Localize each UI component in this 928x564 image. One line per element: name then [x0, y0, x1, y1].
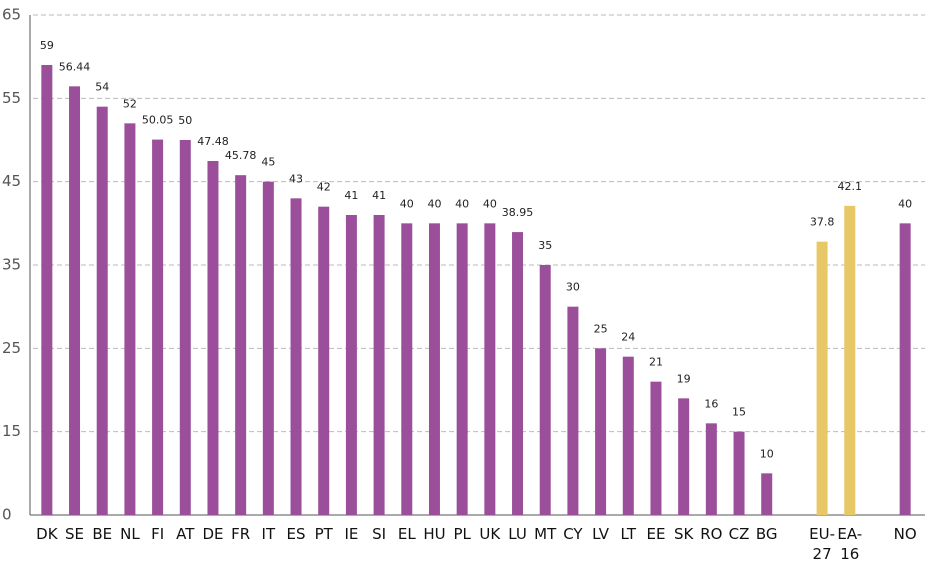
bar [539, 265, 551, 515]
bar [207, 161, 219, 515]
value-label: 42.1 [838, 180, 863, 193]
bar [733, 431, 745, 515]
bar [69, 86, 81, 515]
y-tick-label: 45 [2, 172, 21, 190]
bar [761, 473, 773, 515]
y-tick-label: 55 [2, 89, 21, 107]
value-label: 47.48 [197, 135, 229, 148]
x-tick-label: CZ [728, 525, 750, 543]
x-tick-label: IT [261, 525, 276, 543]
value-label: 59 [40, 39, 54, 52]
x-tick-label: RO [700, 525, 723, 543]
x-tick-label: DE [202, 525, 224, 543]
bar [401, 223, 413, 516]
value-label: 40 [483, 197, 497, 210]
bar [512, 232, 524, 516]
bar [484, 223, 496, 516]
bar [345, 215, 357, 515]
x-tick-label: EL [397, 525, 416, 543]
value-label: 54 [95, 81, 109, 94]
bar [41, 65, 53, 515]
value-label: 50 [178, 114, 192, 127]
x-tick-label: CY [563, 525, 583, 543]
x-tick-label: LT [620, 525, 637, 543]
value-label: 45 [261, 156, 275, 169]
value-label: 35 [538, 239, 552, 252]
x-tick-label: SK [673, 525, 694, 543]
bar [290, 198, 302, 516]
x-tick-label: HU [423, 525, 446, 543]
value-label: 56.44 [59, 60, 91, 73]
value-label: 43 [289, 172, 303, 185]
bar [622, 356, 634, 515]
value-label: 41 [372, 189, 386, 202]
value-label: 45.78 [225, 149, 257, 162]
value-label: 37.8 [810, 216, 835, 229]
bar [428, 223, 440, 516]
x-tick-label: SE [65, 525, 85, 543]
value-label: 40 [400, 197, 414, 210]
x-tick-label: FI [151, 525, 165, 543]
x-tick-label: ES [286, 525, 306, 543]
x-tick-label: EA-16 [837, 525, 863, 563]
bar [899, 223, 911, 516]
y-tick-label: 65 [2, 6, 21, 24]
value-label: 41 [344, 189, 358, 202]
bar [262, 181, 274, 515]
bar [705, 423, 717, 515]
x-tick-label: UK [479, 525, 501, 543]
x-tick-label: NO [893, 525, 917, 543]
value-label: 19 [677, 372, 691, 385]
value-label: 38.95 [502, 206, 534, 219]
value-label: 30 [566, 281, 580, 294]
bar [595, 348, 607, 515]
y-tick-label: 35 [2, 256, 21, 274]
value-label: 25 [594, 322, 608, 335]
bar [678, 398, 690, 515]
value-label: 40 [898, 197, 912, 210]
bar [373, 215, 385, 515]
bar [567, 306, 579, 515]
x-tick-label: EE [646, 525, 666, 543]
value-label: 24 [621, 331, 635, 344]
x-tick-label: NL [120, 525, 140, 543]
x-tick-label: LV [592, 525, 610, 543]
value-label: 16 [704, 397, 718, 410]
bar [318, 206, 330, 515]
x-tick-label: MT [534, 525, 557, 543]
y-tick-label: 15 [2, 422, 21, 440]
value-label: 21 [649, 356, 663, 369]
x-tick-label: DK [36, 525, 58, 543]
value-label: 40 [455, 197, 469, 210]
value-label: 10 [760, 447, 774, 460]
y-tick-label: 25 [2, 339, 21, 357]
y-tick-label: 0 [2, 506, 12, 524]
bar [152, 139, 164, 516]
bar [816, 241, 828, 515]
x-tick-label: BG [755, 525, 778, 543]
x-tick-label: PL [453, 525, 471, 543]
x-tick-label: AT [176, 525, 195, 543]
bar [96, 106, 108, 516]
x-tick-label: LU [508, 525, 527, 543]
value-label: 40 [427, 197, 441, 210]
bar [456, 223, 468, 516]
bar [235, 175, 247, 515]
value-label: 15 [732, 406, 746, 419]
bar [844, 205, 856, 516]
value-label: 52 [123, 97, 137, 110]
bar [124, 123, 136, 515]
bar [650, 381, 662, 515]
x-tick-label: PT [314, 525, 333, 543]
value-label: 42 [317, 181, 331, 194]
x-tick-label: EU-27 [809, 525, 836, 563]
x-tick-label: SI [372, 525, 387, 543]
value-label: 50.05 [142, 114, 174, 127]
bar [179, 140, 191, 515]
x-tick-label: FR [231, 525, 251, 543]
x-tick-label: IE [344, 525, 359, 543]
x-tick-label: BE [92, 525, 113, 543]
